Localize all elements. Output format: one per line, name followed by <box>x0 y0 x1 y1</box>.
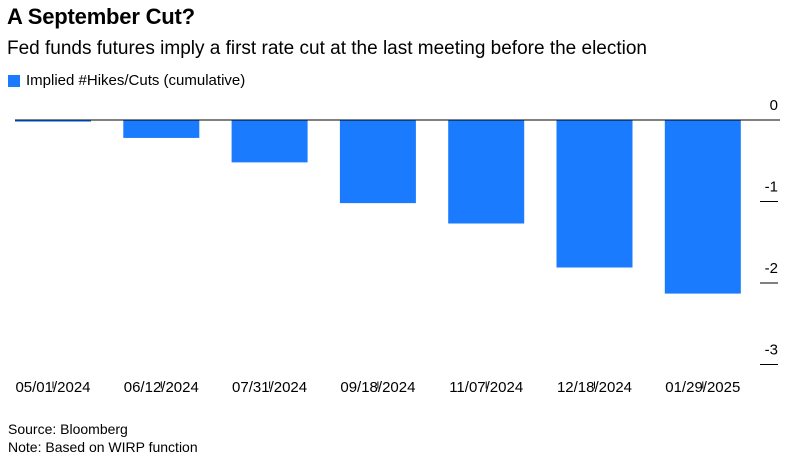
bar <box>556 120 633 268</box>
x-tick-label: 06/12/2024 <box>124 379 199 396</box>
x-tick-label: 09/18/2024 <box>340 379 415 396</box>
bar <box>231 120 308 163</box>
x-tick-label: 07/31/2024 <box>232 379 307 396</box>
bar <box>15 120 91 122</box>
y-tick-label: -2 <box>765 260 778 277</box>
x-tick-label: 11/07/2024 <box>449 379 523 396</box>
legend-swatch <box>8 74 20 87</box>
bar <box>664 120 741 294</box>
y-tick-label: 0 <box>770 97 778 114</box>
legend-label: Implied #Hikes/Cuts (cumulative) <box>26 72 246 89</box>
footer: Source: Bloomberg Note: Based on WIRP fu… <box>8 420 198 456</box>
function-note: Note: Based on WIRP function <box>8 439 198 455</box>
y-tick-label: -1 <box>765 179 778 196</box>
source-note: Source: Bloomberg <box>8 421 128 437</box>
x-tick-label: 01/29/2025 <box>665 379 740 396</box>
bar <box>123 120 200 138</box>
chart-subtitle: Fed funds futures imply a first rate cut… <box>7 38 647 59</box>
x-tick-label: 12/18/2024 <box>557 379 632 396</box>
x-tick-label: 05/01/2024 <box>15 379 90 396</box>
legend: Implied #Hikes/Cuts (cumulative) <box>8 72 245 89</box>
bar <box>448 120 525 224</box>
chart-title: A September Cut? <box>7 4 195 29</box>
y-tick-label: -3 <box>765 342 778 359</box>
bar <box>339 120 416 204</box>
